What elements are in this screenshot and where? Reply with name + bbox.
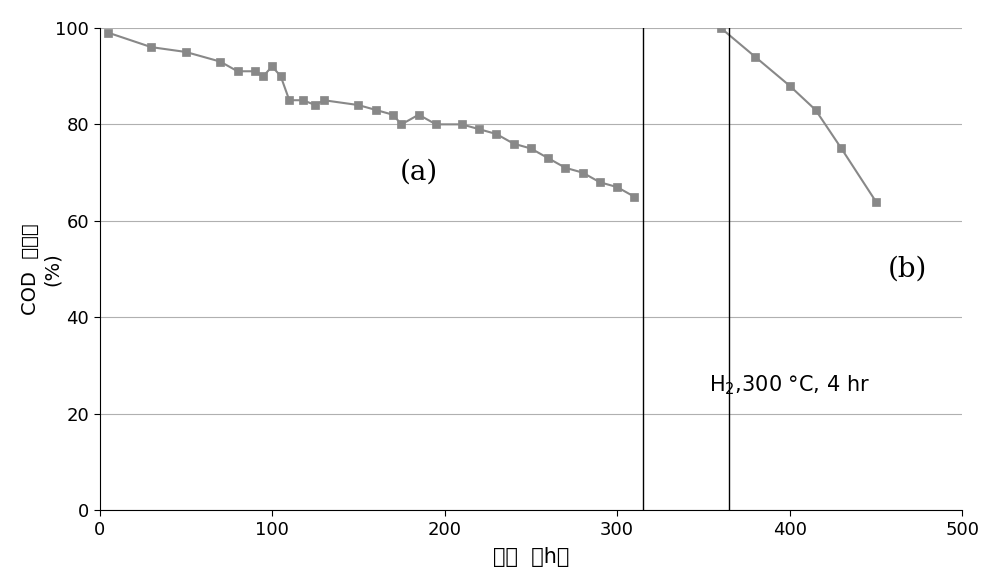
X-axis label: 时间  （h）: 时间 （h）	[493, 547, 569, 567]
Text: (a): (a)	[400, 159, 438, 186]
Text: H$_2$,300 °C, 4 hr: H$_2$,300 °C, 4 hr	[709, 373, 870, 397]
Y-axis label: COD  转化率
(%): COD 转化率 (%)	[21, 223, 62, 315]
Text: (b): (b)	[887, 256, 927, 283]
